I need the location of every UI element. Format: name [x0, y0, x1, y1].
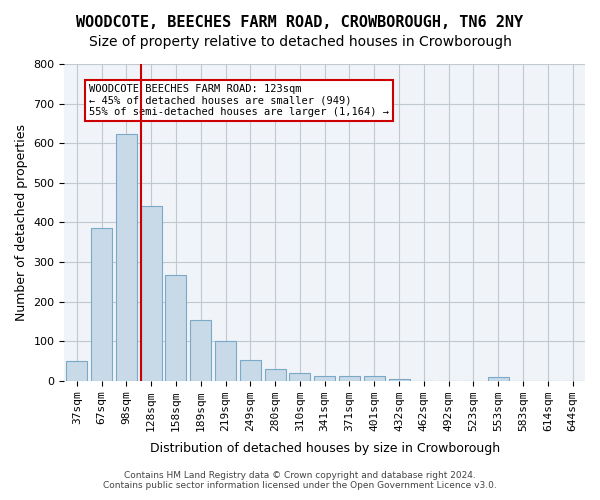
Bar	[339, 376, 360, 380]
Text: Size of property relative to detached houses in Crowborough: Size of property relative to detached ho…	[89, 35, 511, 49]
Bar	[140, 206, 162, 380]
Bar	[215, 342, 236, 380]
Text: WOODCOTE BEECHES FARM ROAD: 123sqm
← 45% of detached houses are smaller (949)
55: WOODCOTE BEECHES FARM ROAD: 123sqm ← 45%…	[89, 84, 389, 117]
Bar	[116, 134, 137, 380]
Text: Contains HM Land Registry data © Crown copyright and database right 2024.
Contai: Contains HM Land Registry data © Crown c…	[103, 470, 497, 490]
X-axis label: Distribution of detached houses by size in Crowborough: Distribution of detached houses by size …	[149, 442, 500, 455]
Bar	[190, 320, 211, 380]
Bar	[91, 228, 112, 380]
Bar	[364, 376, 385, 380]
Bar	[265, 369, 286, 380]
Bar	[240, 360, 261, 380]
Bar	[488, 377, 509, 380]
Bar	[66, 361, 88, 380]
Bar	[314, 376, 335, 380]
Bar	[289, 372, 310, 380]
Y-axis label: Number of detached properties: Number of detached properties	[15, 124, 28, 321]
Bar	[389, 378, 410, 380]
Bar	[166, 274, 187, 380]
Text: WOODCOTE, BEECHES FARM ROAD, CROWBOROUGH, TN6 2NY: WOODCOTE, BEECHES FARM ROAD, CROWBOROUGH…	[76, 15, 524, 30]
